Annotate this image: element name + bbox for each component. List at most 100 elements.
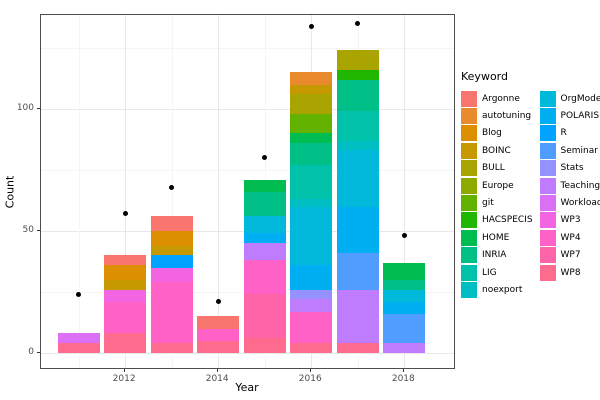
bar-segment — [336, 252, 379, 290]
legend-label: HACSPECIS — [482, 215, 533, 226]
x-axis-tick-label: 2012 — [112, 374, 136, 384]
bar-segment — [243, 179, 286, 192]
legend-item: Stats — [539, 160, 600, 177]
x-minor-gridline — [171, 15, 173, 368]
legend-label: Europe — [482, 180, 514, 191]
legend-swatch — [539, 264, 556, 281]
bar-segment — [197, 340, 240, 353]
bar-segment — [150, 255, 193, 268]
legend-swatch — [461, 264, 477, 281]
legend-swatch — [461, 177, 477, 194]
plot-panel — [40, 14, 455, 369]
legend-label: WP4 — [560, 232, 581, 243]
legend-label: Seminar — [560, 145, 598, 156]
legend-label: Argonne — [482, 93, 520, 104]
bar-segment — [197, 316, 240, 329]
legend-swatch — [461, 281, 477, 298]
legend: Keyword Argonne autotuning Blog BOINC BULL Eu… — [461, 70, 600, 299]
bar-segment — [243, 243, 286, 261]
bar-segment — [383, 262, 426, 280]
legend-item: Argonne — [461, 90, 533, 107]
bar-segment — [290, 299, 333, 312]
x-axis-tick-mark — [403, 369, 405, 372]
legend-swatch — [461, 247, 477, 264]
legend-item: WP4 — [539, 229, 600, 246]
stacked-bar — [150, 216, 193, 353]
bar-segment — [290, 311, 333, 344]
scatter-point — [122, 211, 128, 217]
legend-item: LIG — [461, 264, 533, 281]
legend-swatch — [461, 142, 477, 159]
x-major-gridline — [218, 15, 220, 368]
legend-item: HACSPECIS — [461, 212, 533, 229]
bar-segment — [104, 289, 147, 302]
legend-label: noexport — [482, 284, 523, 295]
bar-segment — [383, 301, 426, 314]
bar-segment — [150, 216, 193, 231]
legend-swatch — [539, 195, 556, 212]
bar-segment — [290, 94, 333, 114]
legend-label: WP8 — [560, 267, 581, 278]
legend-item: R — [539, 125, 600, 142]
legend-label: Workload — [560, 198, 600, 209]
x-axis-tick-label: 2016 — [298, 374, 322, 384]
bar-segment — [290, 165, 333, 200]
y-minor-gridline — [41, 48, 454, 49]
bar-segment — [336, 206, 379, 253]
scatter-point — [169, 184, 175, 190]
x-axis-tick-mark — [310, 369, 312, 372]
bar-segment — [57, 333, 100, 344]
legend-item: Blog — [461, 125, 533, 142]
legend-swatch — [461, 160, 477, 177]
bar-segment — [150, 343, 193, 353]
stacked-bar — [104, 255, 147, 353]
legend-label: HOME — [482, 232, 510, 243]
legend-item: git — [461, 194, 533, 212]
legend-item: WP3 — [539, 212, 600, 229]
legend-item: Workload — [539, 194, 600, 212]
bar-segment — [243, 233, 286, 244]
x-major-gridline — [125, 15, 127, 368]
legend-label: WP7 — [560, 250, 581, 261]
stacked-bar — [290, 72, 333, 353]
scatter-point — [401, 233, 407, 239]
bar-segment — [104, 301, 147, 334]
bar-segment — [243, 260, 286, 295]
stacked-bar — [383, 262, 426, 353]
bar-segment — [336, 50, 379, 70]
legend-swatch — [461, 90, 477, 107]
bar-segment — [290, 84, 333, 95]
legend-swatch — [539, 108, 556, 125]
legend-item: BULL — [461, 160, 533, 177]
legend-label: INRIA — [482, 250, 507, 261]
legend-column: Argonne autotuning Blog BOINC BULL Europe git H… — [461, 90, 533, 299]
legend-label: git — [482, 198, 494, 209]
legend-swatch — [461, 125, 477, 142]
stacked-bar — [57, 333, 100, 353]
y-axis-title: Count — [3, 175, 17, 209]
y-axis-tick-mark — [37, 352, 40, 353]
bar-segment — [104, 279, 147, 290]
bar-segment — [290, 72, 333, 85]
scatter-point — [76, 291, 82, 297]
bar-segment — [243, 191, 286, 217]
legend-swatch — [539, 177, 556, 194]
legend-item: noexport — [461, 281, 533, 298]
stacked-bar — [197, 316, 240, 353]
legend-swatch — [461, 212, 477, 229]
y-major-gridline — [41, 109, 454, 110]
legend-label: Teaching — [560, 180, 600, 191]
bar-segment — [336, 69, 379, 80]
bar-segment — [290, 199, 333, 207]
x-major-gridline — [404, 15, 406, 368]
legend-label: POLARIS — [560, 111, 600, 122]
bar-segment — [383, 343, 426, 353]
legend-item: HOME — [461, 229, 533, 246]
legend-label: LIG — [482, 267, 497, 278]
legend-swatch — [461, 229, 477, 246]
legend-item: INRIA — [461, 247, 533, 264]
bar-segment — [336, 79, 379, 112]
bar-segment — [243, 216, 286, 234]
x-axis-title: Year — [235, 381, 259, 394]
